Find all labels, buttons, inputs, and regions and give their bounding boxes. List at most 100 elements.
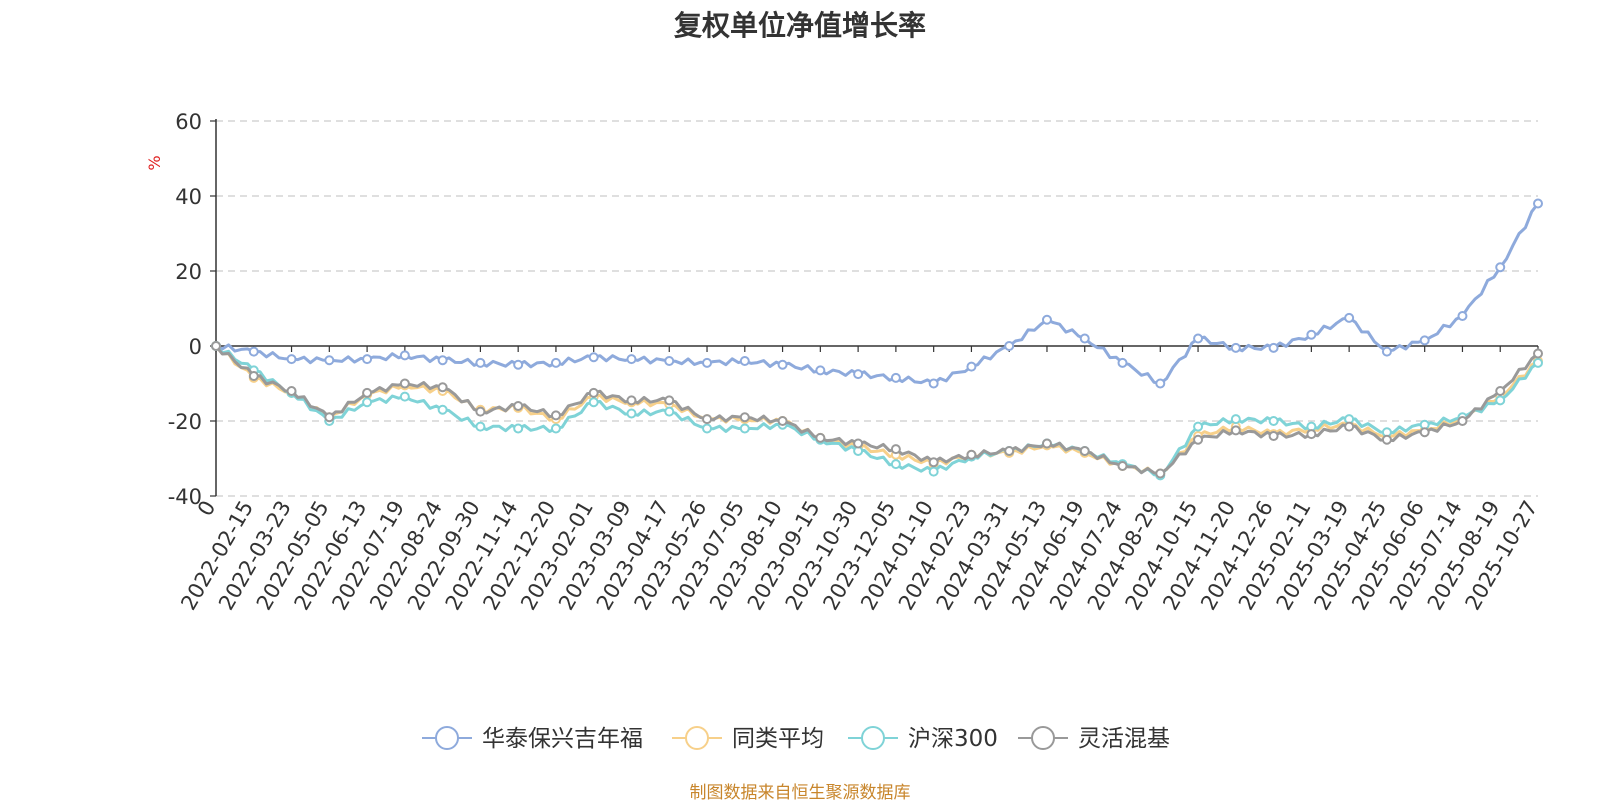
data-point [324, 412, 335, 423]
y-tick-label: 20 [175, 260, 202, 284]
data-point [550, 357, 561, 368]
data-point [1230, 414, 1241, 425]
data-point [853, 369, 864, 380]
legend-marker [685, 726, 709, 750]
data-point [966, 449, 977, 460]
legend[interactable]: 华泰保兴吉年福 同类平均 沪深300 灵活混基 [422, 726, 1170, 752]
y-tick-label: 40 [175, 185, 202, 209]
legend-label: 华泰保兴吉年福 [482, 726, 643, 752]
data-point [399, 350, 410, 361]
data-point [739, 356, 750, 366]
data-point [1306, 429, 1317, 440]
data-point [1495, 386, 1506, 396]
data-point [664, 395, 675, 406]
data-point [1381, 434, 1392, 445]
legend-marker [861, 726, 885, 750]
data-point [513, 401, 524, 411]
chart-title: 复权单位净值增长率 [673, 9, 926, 42]
data-point [362, 397, 373, 408]
data-point [928, 378, 939, 389]
data-point [550, 410, 561, 421]
data-point [1268, 342, 1279, 353]
data-point [890, 459, 901, 470]
y-tick-label: -40 [168, 485, 202, 509]
grid-lines [216, 120, 1538, 497]
data-point [248, 346, 259, 357]
legend-marker [435, 726, 459, 750]
data-point [475, 357, 486, 368]
source-note: 制图数据来自恒生聚源数据库 [689, 783, 911, 803]
data-point [437, 355, 448, 366]
data-point [1041, 438, 1052, 449]
data-point [513, 423, 524, 434]
data-point [739, 423, 750, 434]
data-point [437, 404, 448, 415]
data-point [1381, 346, 1392, 357]
data-point [1079, 446, 1090, 456]
data-point [1495, 262, 1506, 273]
data-point [513, 359, 524, 370]
data-point [815, 365, 826, 376]
data-point [1495, 395, 1506, 406]
data-point [324, 355, 335, 366]
data-point [928, 466, 939, 477]
data-point [702, 423, 713, 434]
data-point [362, 387, 373, 398]
data-point [1117, 357, 1128, 368]
data-point [362, 354, 373, 365]
series-3 [211, 341, 1543, 479]
data-point [1117, 461, 1128, 471]
data-point [1533, 357, 1543, 368]
legend-label: 沪深300 [908, 726, 998, 752]
data-point [664, 356, 675, 366]
data-point [1155, 378, 1166, 389]
data-point [1457, 416, 1468, 426]
data-point [1230, 342, 1241, 353]
data-point [1079, 333, 1090, 344]
series-0 [211, 198, 1543, 389]
data-point [626, 354, 637, 365]
series-line [214, 345, 1539, 476]
data-point [248, 371, 259, 381]
legend-item[interactable]: 沪深300 [848, 726, 998, 752]
data-point [286, 354, 297, 365]
data-point [739, 412, 750, 423]
data-point [664, 406, 675, 417]
y-axis-unit: % [145, 155, 164, 170]
data-point [626, 408, 637, 419]
legend-item[interactable]: 华泰保兴吉年福 [422, 726, 643, 752]
series-lines [211, 198, 1543, 481]
data-point [853, 438, 864, 449]
data-point [588, 387, 599, 398]
series-line [214, 344, 1539, 477]
data-point [1230, 425, 1241, 436]
legend-item[interactable]: 灵活混基 [1018, 726, 1170, 752]
data-point [702, 357, 713, 368]
data-point [588, 352, 599, 363]
legend-marker [1031, 726, 1055, 750]
data-point [1041, 314, 1052, 325]
data-point [1004, 341, 1015, 351]
data-point [1344, 421, 1355, 432]
data-point [1306, 329, 1317, 340]
data-point [966, 361, 977, 372]
data-point [211, 341, 221, 351]
data-point [1193, 421, 1204, 432]
data-point [1155, 468, 1166, 479]
x-tick-label: 0 [193, 497, 220, 521]
data-point [550, 423, 561, 434]
data-point [1193, 434, 1204, 445]
y-tick-label: 0 [189, 335, 202, 359]
data-point [1419, 427, 1430, 438]
data-point [1193, 333, 1204, 344]
data-point [475, 406, 486, 417]
data-point [588, 397, 599, 408]
data-point [702, 414, 713, 425]
data-point [399, 391, 410, 402]
legend-item[interactable]: 同类平均 [672, 726, 824, 752]
data-point [928, 457, 939, 468]
data-point [1457, 311, 1468, 321]
data-point [1533, 348, 1543, 359]
axes: 6040200-20-4002022-02-152022-03-232022-0… [168, 110, 1543, 614]
